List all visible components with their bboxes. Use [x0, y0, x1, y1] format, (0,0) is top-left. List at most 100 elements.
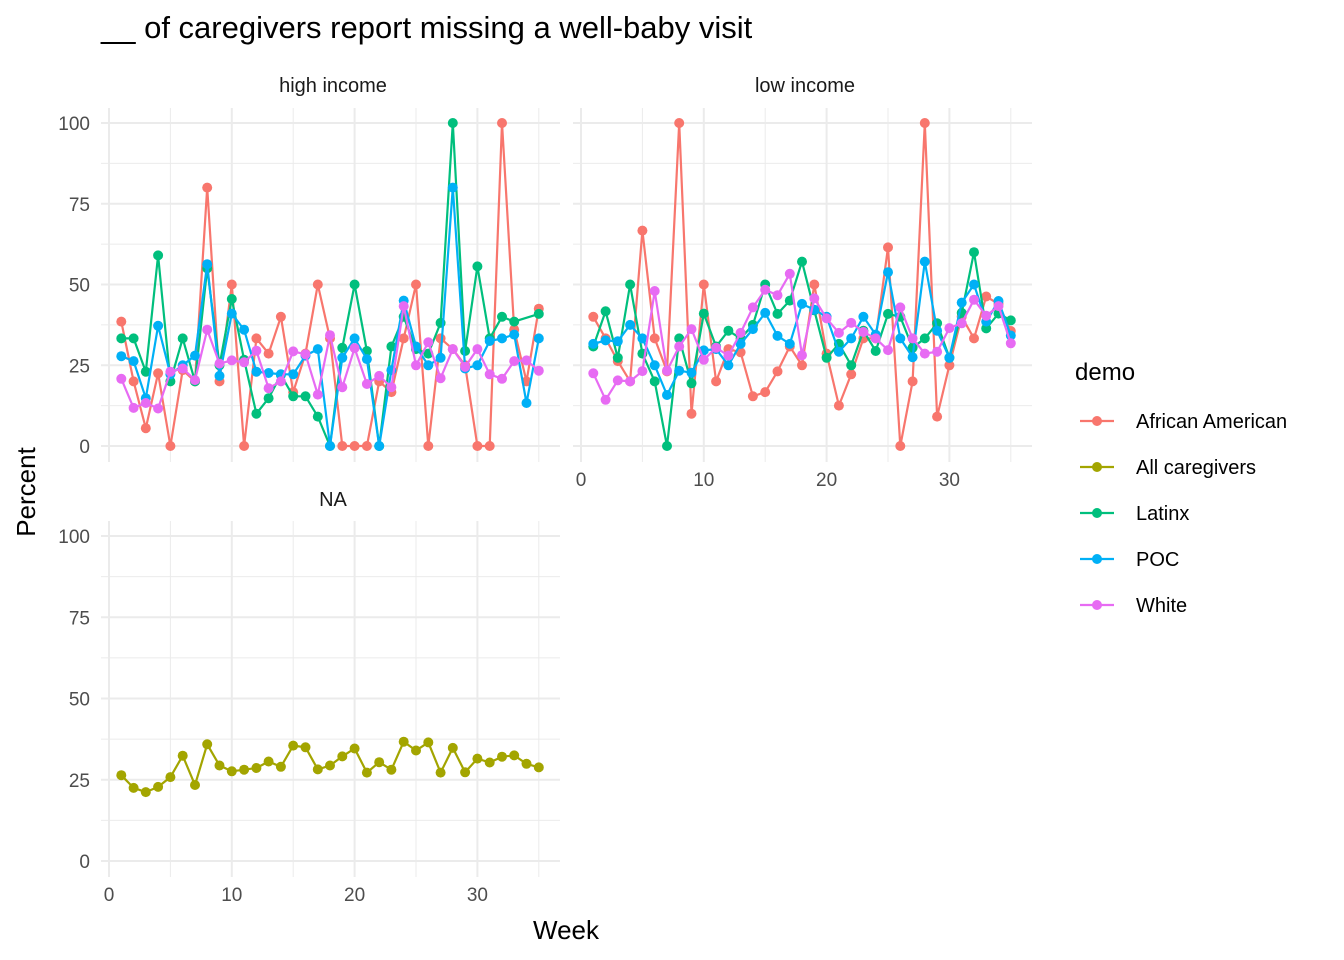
data-point-african-american: [809, 279, 820, 290]
data-point-african-american: [337, 441, 348, 451]
data-point-african-american: [226, 279, 237, 290]
data-point-latinx: [797, 256, 807, 267]
data-point-white: [325, 330, 335, 341]
data-point-poc: [600, 335, 611, 346]
data-point-african-american: [981, 291, 992, 302]
data-point-all-caregivers: [521, 758, 532, 769]
data-point-african-american: [140, 423, 151, 434]
data-point-african-american: [969, 333, 979, 344]
data-point-latinx: [870, 346, 881, 356]
data-point-all-caregivers: [239, 764, 250, 775]
data-point-white: [300, 349, 311, 360]
data-point-white: [1005, 338, 1016, 349]
data-point-white: [460, 361, 471, 372]
data-point-white: [275, 376, 286, 387]
strip-label-high-income: high income: [279, 75, 387, 97]
data-point-all-caregivers: [447, 742, 458, 753]
data-point-latinx: [686, 378, 697, 389]
data-point-white: [637, 366, 648, 377]
data-point-poc: [833, 346, 844, 357]
data-point-african-american: [588, 311, 599, 322]
data-point-latinx: [460, 346, 471, 356]
data-point-poc: [263, 368, 274, 378]
data-point-white: [202, 324, 213, 335]
data-point-white: [288, 346, 299, 357]
legend-key-point: [1092, 462, 1102, 472]
data-point-latinx: [969, 247, 979, 258]
data-point-white: [735, 327, 746, 338]
data-point-all-caregivers: [312, 764, 323, 775]
data-point-all-caregivers: [374, 757, 385, 768]
data-point-poc: [784, 338, 795, 349]
data-point-white: [821, 313, 832, 324]
data-point-poc: [969, 279, 979, 290]
data-point-all-caregivers: [509, 750, 520, 761]
data-point-african-american: [423, 441, 434, 451]
data-point-all-caregivers: [263, 756, 274, 767]
data-point-white: [435, 373, 446, 384]
data-point-latinx: [263, 393, 274, 404]
x-tick-label: 10: [693, 470, 714, 491]
data-point-african-american: [686, 408, 697, 419]
data-point-white: [600, 394, 611, 405]
data-point-all-caregivers: [177, 750, 188, 761]
data-point-african-american: [944, 360, 955, 371]
data-point-all-caregivers: [226, 766, 237, 777]
y-tick-label: 25: [69, 771, 90, 792]
data-point-all-caregivers: [251, 763, 262, 773]
data-point-all-caregivers: [116, 770, 127, 781]
data-point-white: [674, 341, 685, 352]
data-point-white: [711, 342, 722, 353]
data-point-african-american: [637, 225, 648, 236]
data-point-african-american: [263, 348, 274, 359]
data-point-african-american: [883, 242, 893, 253]
x-tick-label: 30: [939, 470, 960, 491]
data-point-poc: [312, 344, 323, 355]
x-axis-title: Week: [533, 915, 600, 945]
legend-key-point: [1092, 554, 1102, 564]
data-point-white: [969, 294, 979, 305]
data-point-poc: [858, 311, 869, 322]
data-point-african-american: [116, 316, 127, 327]
data-point-all-caregivers: [140, 787, 151, 798]
data-point-african-american: [711, 376, 722, 387]
legend-item-white: White: [1080, 595, 1187, 617]
data-point-latinx: [312, 411, 323, 422]
data-point-african-american: [833, 400, 844, 411]
data-point-white: [870, 333, 881, 344]
data-point-poc: [533, 333, 544, 344]
data-point-poc: [686, 367, 697, 378]
data-point-all-caregivers: [533, 762, 544, 773]
data-point-latinx: [846, 360, 857, 371]
data-point-poc: [337, 352, 348, 363]
data-point-african-american: [895, 441, 906, 451]
data-point-latinx: [251, 408, 262, 419]
data-point-white: [723, 350, 734, 361]
data-point-poc: [760, 307, 771, 318]
y-tick-label: 0: [79, 852, 90, 873]
strip-label-low-income: low income: [755, 75, 855, 97]
data-point-white: [784, 268, 795, 279]
data-point-poc: [116, 351, 127, 362]
data-point-white: [349, 343, 360, 354]
data-point-african-american: [919, 118, 930, 128]
data-point-poc: [288, 369, 299, 380]
data-point-latinx: [625, 279, 636, 290]
data-point-african-american: [398, 333, 409, 344]
data-point-african-american: [649, 333, 660, 344]
x-tick-label: 10: [221, 885, 242, 906]
data-point-all-caregivers: [165, 772, 176, 783]
data-point-poc: [735, 338, 746, 349]
data-point-latinx: [177, 333, 188, 344]
legend-key-point: [1092, 600, 1102, 610]
gridlines-na: [101, 521, 560, 877]
data-point-white: [846, 317, 857, 328]
data-point-white: [612, 375, 623, 386]
y-tick-label: 50: [69, 276, 90, 297]
data-point-white: [956, 318, 967, 329]
data-point-latinx: [662, 441, 672, 451]
data-point-african-american: [361, 441, 372, 451]
data-point-african-american: [251, 333, 262, 344]
data-point-poc: [361, 354, 372, 365]
data-point-latinx: [386, 341, 397, 352]
